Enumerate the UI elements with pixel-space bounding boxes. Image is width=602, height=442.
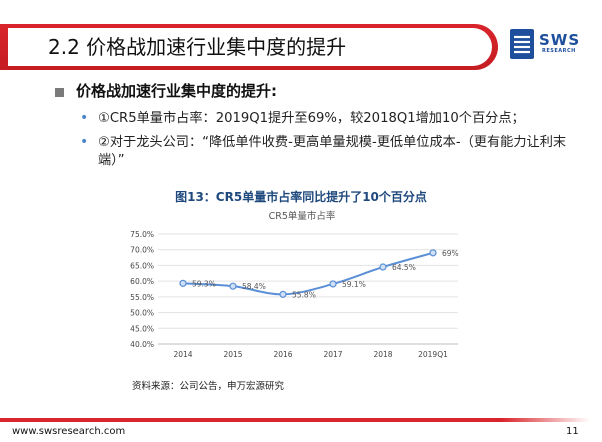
data-label: 64.5% <box>392 263 416 272</box>
footer-url[interactable]: www.swsresearch.com <box>12 426 126 437</box>
section-heading: 价格战加速行业集中度的提升: <box>76 82 277 100</box>
data-label: 55.8% <box>292 290 316 299</box>
y-tick-label: 40.0% <box>130 340 154 349</box>
section-marker <box>55 88 64 97</box>
x-tick-label: 2019Q1 <box>418 350 448 359</box>
logo-wordmark: SWS <box>539 31 581 49</box>
source-note: 资料来源：公司公告，申万宏源研究 <box>132 381 285 392</box>
slide-title: 2.2 价格战加速行业集中度的提升 <box>48 35 347 59</box>
y-tick-label: 50.0% <box>130 309 154 318</box>
page-number: 11 <box>566 426 579 437</box>
bullet-1: ①CR5单量市占率：2019Q1提升至69%，较2018Q1增加10个百分点； <box>98 111 525 126</box>
x-tick-label: 2018 <box>373 350 392 359</box>
data-point <box>329 280 337 288</box>
title-bar-inner <box>8 28 492 66</box>
data-point <box>179 279 187 287</box>
data-label: 59.3% <box>192 279 216 288</box>
bullet-dot: • <box>80 134 89 150</box>
data-point <box>379 263 387 271</box>
bullet-dot: • <box>80 110 89 126</box>
y-tick-label: 75.0% <box>130 230 154 239</box>
x-tick-label: 2016 <box>273 350 292 359</box>
data-point <box>429 249 437 257</box>
title-bar <box>0 24 498 70</box>
x-tick-label: 2014 <box>173 350 192 359</box>
y-tick-label: 65.0% <box>130 261 154 270</box>
data-label: 58.4% <box>242 282 266 291</box>
data-point <box>279 290 287 298</box>
sws-logo-icon <box>510 29 534 59</box>
data-point <box>229 282 237 290</box>
y-tick-label: 55.0% <box>130 293 154 302</box>
bullet-2: ②对于龙头公司：“降低单件收费-更高单量规模-更低单位成本-（更有能力让利末端）… <box>98 135 567 168</box>
x-tick-label: 2015 <box>223 350 242 359</box>
chart-title: CR5单量市占率 <box>269 210 336 222</box>
y-tick-label: 45.0% <box>130 324 154 333</box>
logo-subtitle: RESEARCH <box>542 48 576 54</box>
data-label: 59.1% <box>342 280 366 289</box>
data-label: 69% <box>442 249 459 258</box>
y-tick-label: 70.0% <box>130 246 154 255</box>
figure-caption: 图13：CR5单量市占率同比提升了10个百分点 <box>175 190 427 204</box>
x-tick-label: 2017 <box>323 350 342 359</box>
series-line <box>182 251 434 296</box>
footer-divider <box>0 418 590 422</box>
y-tick-label: 60.0% <box>130 277 154 286</box>
